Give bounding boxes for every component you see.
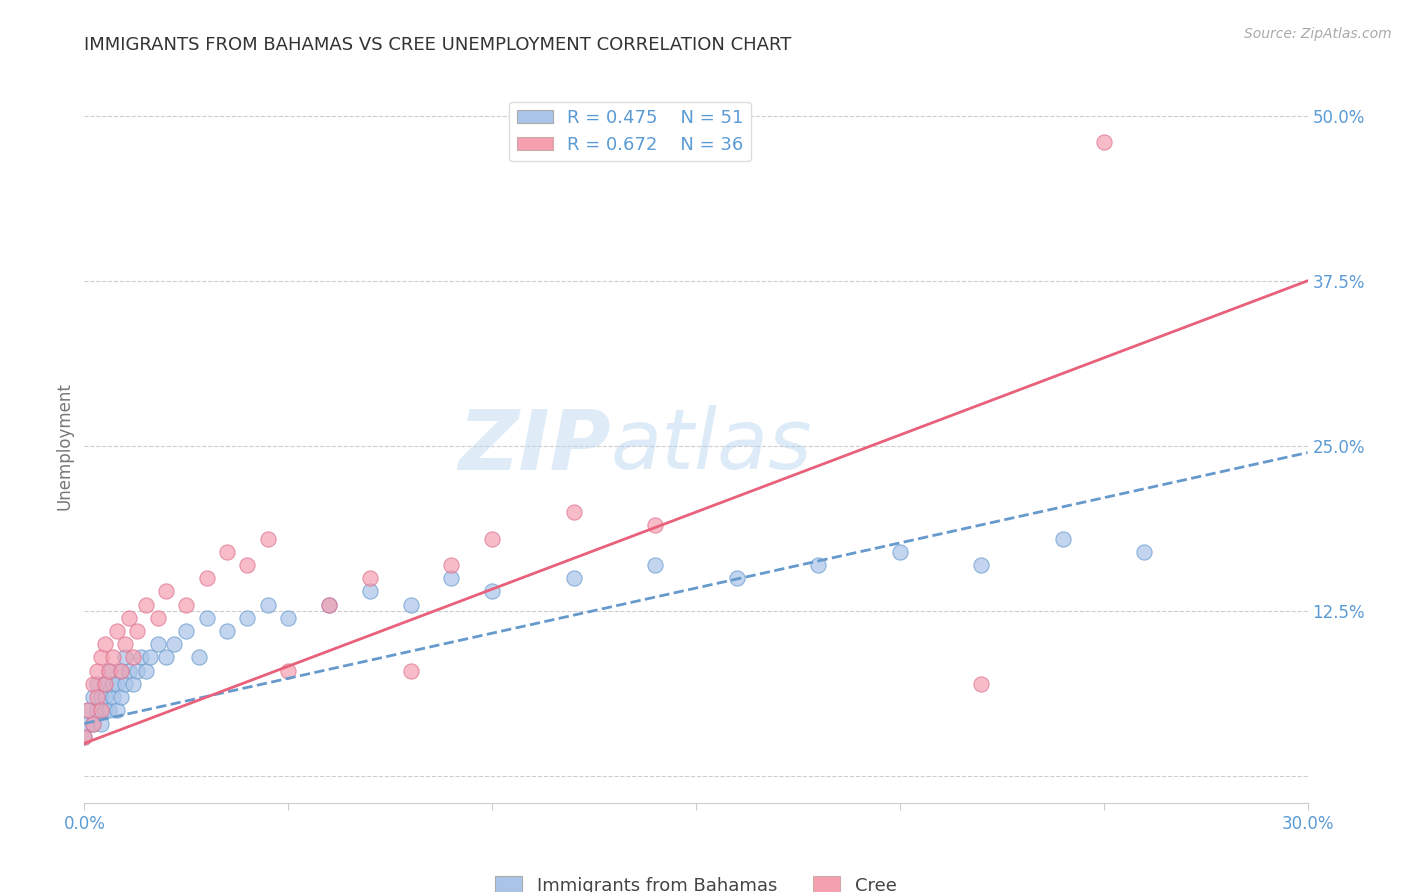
Point xyxy=(277,664,299,678)
Point xyxy=(807,558,830,572)
Point xyxy=(359,584,381,599)
Point xyxy=(93,690,115,704)
Point xyxy=(399,664,422,678)
Text: IMMIGRANTS FROM BAHAMAS VS CREE UNEMPLOYMENT CORRELATION CHART: IMMIGRANTS FROM BAHAMAS VS CREE UNEMPLOY… xyxy=(84,36,792,54)
Point xyxy=(101,677,124,691)
Point xyxy=(90,703,112,717)
Point xyxy=(217,545,239,559)
Point xyxy=(318,598,340,612)
Y-axis label: Unemployment: Unemployment xyxy=(55,382,73,510)
Point xyxy=(217,624,239,638)
Point xyxy=(562,505,585,519)
Point xyxy=(93,637,115,651)
Point xyxy=(440,571,463,585)
Point xyxy=(101,650,124,665)
Point xyxy=(105,624,128,638)
Point xyxy=(118,664,141,678)
Point xyxy=(155,584,177,599)
Point xyxy=(970,558,993,572)
Point xyxy=(277,611,299,625)
Point xyxy=(127,624,149,638)
Point xyxy=(77,716,100,731)
Point xyxy=(257,532,280,546)
Point xyxy=(195,571,218,585)
Point xyxy=(138,650,160,665)
Point xyxy=(82,716,104,731)
Point xyxy=(1133,545,1156,559)
Point xyxy=(127,664,149,678)
Point xyxy=(155,650,177,665)
Point xyxy=(135,664,157,678)
Point xyxy=(481,532,503,546)
Point xyxy=(82,690,104,704)
Point xyxy=(131,650,153,665)
Point xyxy=(187,650,209,665)
Point xyxy=(174,598,197,612)
Point xyxy=(105,677,128,691)
Point xyxy=(82,716,104,731)
Point xyxy=(110,664,132,678)
Point xyxy=(73,730,96,744)
Point xyxy=(90,690,112,704)
Point xyxy=(1092,135,1115,149)
Point xyxy=(114,637,136,651)
Point xyxy=(97,703,120,717)
Point xyxy=(163,637,186,651)
Point xyxy=(110,690,132,704)
Point xyxy=(93,677,115,691)
Point xyxy=(105,703,128,717)
Point xyxy=(90,716,112,731)
Point xyxy=(86,664,108,678)
Point xyxy=(82,677,104,691)
Point xyxy=(562,571,585,585)
Text: ZIP: ZIP xyxy=(458,406,610,486)
Point xyxy=(359,571,381,585)
Point xyxy=(195,611,218,625)
Point xyxy=(93,677,115,691)
Text: Source: ZipAtlas.com: Source: ZipAtlas.com xyxy=(1244,27,1392,41)
Point xyxy=(146,637,169,651)
Point xyxy=(86,690,108,704)
Point xyxy=(114,650,136,665)
Point xyxy=(257,598,280,612)
Text: atlas: atlas xyxy=(610,406,813,486)
Point xyxy=(93,703,115,717)
Point xyxy=(97,664,120,678)
Point xyxy=(146,611,169,625)
Legend: Immigrants from Bahamas, Cree: Immigrants from Bahamas, Cree xyxy=(488,869,904,892)
Point xyxy=(318,598,340,612)
Point xyxy=(118,611,141,625)
Point xyxy=(135,598,157,612)
Point xyxy=(101,690,124,704)
Point xyxy=(644,558,666,572)
Point xyxy=(122,677,145,691)
Point xyxy=(114,677,136,691)
Point xyxy=(481,584,503,599)
Point xyxy=(174,624,197,638)
Point xyxy=(440,558,463,572)
Point xyxy=(236,611,259,625)
Point xyxy=(970,677,993,691)
Point xyxy=(90,650,112,665)
Point xyxy=(889,545,911,559)
Point xyxy=(97,664,120,678)
Point xyxy=(86,703,108,717)
Point xyxy=(110,664,132,678)
Point xyxy=(77,703,100,717)
Point xyxy=(399,598,422,612)
Point xyxy=(86,677,108,691)
Point xyxy=(122,650,145,665)
Point xyxy=(1052,532,1074,546)
Point xyxy=(644,518,666,533)
Point xyxy=(236,558,259,572)
Point xyxy=(77,703,100,717)
Point xyxy=(725,571,748,585)
Point xyxy=(73,730,96,744)
